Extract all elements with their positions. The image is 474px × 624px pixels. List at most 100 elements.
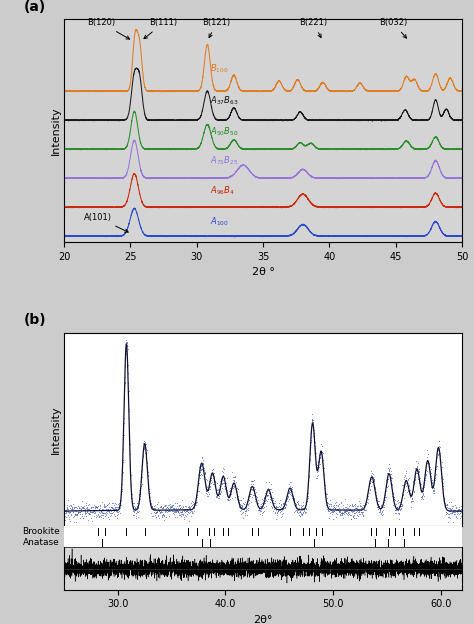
Point [80,502,87,512]
Point [227,484,234,494]
Point [240,504,247,514]
Point [389,488,397,498]
Point [97,500,104,510]
Point [298,509,305,519]
Point [160,501,167,511]
Point [103,505,111,515]
Point [224,495,232,505]
Point [282,494,290,504]
Point [194,479,201,489]
Point [322,487,329,497]
Point [384,474,392,484]
Point [181,510,189,520]
Point [214,490,222,500]
Point [293,497,301,507]
Point [386,474,394,484]
Point [388,479,396,489]
Point [381,487,388,497]
Point [173,505,181,515]
Point [117,500,124,510]
Point [346,505,354,515]
Point [219,479,226,489]
Point [422,459,430,469]
Point [123,341,130,351]
Point [220,473,228,483]
Point [350,504,357,514]
Point [262,491,269,501]
Point [366,478,374,488]
Point [93,502,101,512]
Point [302,504,310,514]
Point [200,458,207,468]
Point [352,503,360,513]
Point [403,478,411,488]
Point [213,489,221,499]
Point [71,510,79,520]
Point [171,503,178,513]
Point [181,505,189,515]
Point [304,481,312,491]
Point [128,489,135,499]
Point [147,503,155,513]
Point [369,477,376,487]
Point [222,482,230,492]
Point [394,508,402,518]
Point [329,502,337,512]
Point [447,505,455,515]
Point [286,494,293,504]
Point [279,499,287,509]
Point [426,458,433,468]
Point [119,457,127,467]
Point [319,460,327,470]
Point [100,508,108,518]
Point [317,439,324,449]
Point [103,500,110,510]
Point [290,495,297,505]
Point [311,441,319,451]
Point [131,505,139,515]
Point [216,484,223,494]
Point [218,474,226,484]
Point [125,386,132,396]
Point [324,497,331,507]
Point [189,495,196,505]
Point [64,495,72,505]
Point [436,441,443,451]
Point [130,510,137,520]
Point [202,487,210,497]
Point [126,422,133,432]
Point [376,504,383,514]
Point [139,451,147,461]
Point [139,450,146,460]
Point [366,475,374,485]
Point [102,507,109,517]
Point [408,494,416,504]
Point [427,462,434,472]
Point [178,495,186,505]
Point [421,473,428,483]
Point [160,510,167,520]
Point [275,498,283,508]
Point [429,482,437,492]
Point [205,484,213,494]
Point [169,500,176,510]
Point [196,470,203,480]
Point [90,511,98,521]
Point [323,500,330,510]
Point [206,480,213,490]
Point [314,457,321,467]
Point [413,468,420,478]
Point [251,490,258,500]
Point [90,507,97,517]
Point [362,496,370,506]
Point [436,448,443,458]
Point [240,504,248,514]
Point [358,503,365,513]
Point [423,456,431,466]
Point [336,506,343,516]
Point [137,491,144,501]
Point [130,498,137,508]
Point [284,489,292,499]
Point [343,506,350,516]
Point [418,492,425,502]
